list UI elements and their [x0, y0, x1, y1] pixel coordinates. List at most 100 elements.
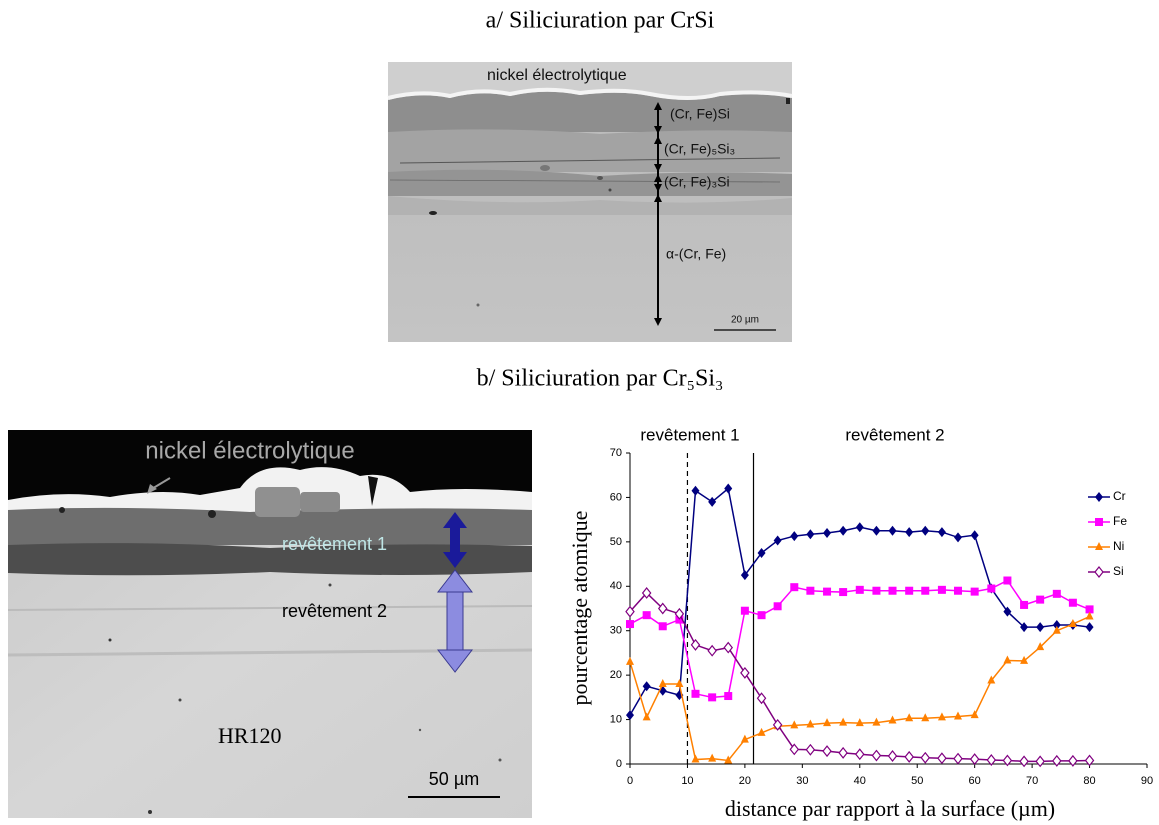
marker [969, 753, 980, 766]
marker [855, 522, 864, 533]
marker [905, 586, 914, 595]
marker [1052, 625, 1061, 634]
marker [1036, 642, 1045, 651]
marker [937, 527, 946, 538]
marker [987, 584, 996, 593]
x-tick-label: 0 [627, 775, 633, 787]
marker [872, 717, 881, 726]
y-tick-label: 50 [610, 536, 622, 548]
marker [790, 583, 799, 592]
legend-marker [1095, 492, 1103, 502]
marker [987, 675, 996, 684]
marker [1003, 606, 1012, 617]
marker [724, 483, 733, 494]
y-tick-label: 40 [610, 580, 622, 592]
annotation: revêtement 1 [640, 425, 739, 444]
x-axis-title: distance par rapport à la surface (µm) [725, 796, 1055, 821]
marker [871, 749, 882, 762]
marker [691, 754, 700, 763]
marker [888, 525, 897, 536]
marker [708, 753, 717, 762]
marker [691, 689, 700, 698]
micrograph-b [7, 430, 533, 818]
legend-marker [1095, 518, 1103, 526]
y-axis-title: pourcentage atomique [567, 511, 592, 706]
marker [757, 611, 766, 620]
panel-a-title: a/ Siliciuration par CrSi [486, 8, 715, 34]
marker [953, 752, 963, 765]
marker [723, 641, 733, 654]
marker [855, 585, 864, 594]
marker [823, 718, 832, 727]
marker [773, 602, 782, 611]
marker [626, 710, 634, 721]
micrograph-a [387, 62, 793, 342]
legend-marker [1095, 542, 1103, 550]
marker [674, 607, 685, 620]
y-tick-label: 30 [610, 625, 622, 637]
marker [1002, 754, 1013, 767]
marker [822, 745, 832, 758]
label: revêtement 1 [282, 534, 387, 554]
marker [642, 681, 651, 692]
marker [1035, 755, 1045, 768]
x-tick-label: 20 [739, 775, 751, 787]
marker [855, 718, 864, 727]
marker [708, 693, 717, 702]
y-tick-label: 70 [610, 447, 622, 459]
marker [740, 606, 749, 615]
marker [1085, 622, 1094, 633]
marker [806, 586, 815, 595]
legend-label: Ni [1113, 539, 1124, 553]
marker [641, 586, 652, 599]
marker [658, 622, 667, 631]
marker [937, 752, 947, 765]
marker [839, 588, 848, 597]
marker [921, 586, 930, 595]
marker [790, 720, 799, 729]
legend-label: Fe [1113, 514, 1127, 528]
x-tick-label: 60 [969, 775, 981, 787]
series-line [629, 591, 1090, 763]
x-tick-label: 90 [1141, 775, 1153, 787]
marker [1036, 622, 1045, 633]
marker [838, 746, 848, 759]
marker [1052, 619, 1061, 630]
marker [805, 743, 816, 756]
marker [872, 586, 881, 595]
label: nickel électrolytique [145, 437, 354, 464]
marker [1052, 589, 1061, 598]
y-tick-label: 20 [610, 669, 622, 681]
x-tick-label: 10 [681, 775, 693, 787]
marker [905, 713, 914, 722]
marker [823, 527, 832, 538]
label: (Cr, Fe)₃Si [664, 174, 730, 190]
marker [806, 529, 815, 540]
marker [691, 485, 700, 496]
label: (Cr, Fe)Si [670, 106, 730, 122]
marker [954, 532, 963, 543]
marker [970, 530, 979, 541]
marker [740, 734, 749, 743]
annotation: revêtement 2 [845, 425, 944, 444]
marker [1068, 598, 1077, 607]
marker [1020, 600, 1029, 609]
marker [1085, 605, 1094, 614]
marker [1052, 754, 1062, 767]
label: α-(Cr, Fe) [666, 246, 726, 262]
marker [1068, 754, 1078, 767]
marker [657, 602, 668, 615]
marker [675, 679, 684, 688]
marker [823, 587, 832, 596]
marker [970, 710, 979, 719]
marker [1019, 755, 1029, 768]
label: revêtement 2 [282, 601, 387, 621]
marker [887, 750, 898, 762]
label: HR120 [218, 723, 282, 748]
marker [724, 692, 733, 701]
scale-bar-label: 50 µm [429, 769, 479, 789]
panel-b-title: b/ Siliciuration par Cr₅Si₃ [477, 366, 724, 392]
marker [937, 712, 946, 721]
label: (Cr, Fe)₅Si₃ [664, 141, 735, 157]
